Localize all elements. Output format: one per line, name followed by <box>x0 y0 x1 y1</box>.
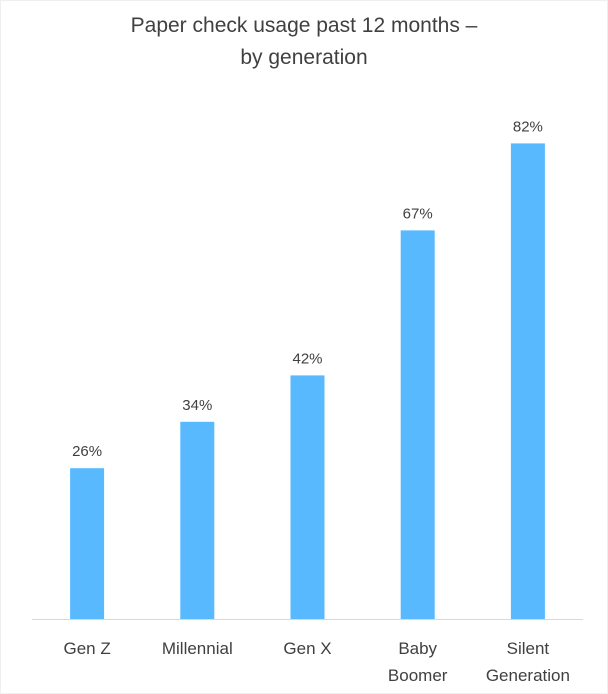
data-label: 34% <box>182 397 212 414</box>
x-tick-label: Gen X <box>283 639 331 658</box>
bar-millennial <box>180 421 215 619</box>
chart-title: Paper check usage past 12 months – <box>130 14 478 37</box>
bar-gen-x <box>290 375 325 619</box>
x-tick-label: Millennial <box>162 639 233 658</box>
x-tick-label: Silent Generation <box>486 639 570 685</box>
x-tick-label: Baby Boomer <box>388 639 448 685</box>
data-label: 42% <box>292 350 322 367</box>
bar-silent-generation <box>510 143 545 619</box>
chart-subtitle: by generation <box>240 46 368 69</box>
bar-baby-boomer <box>400 230 435 619</box>
data-label: 26% <box>72 443 102 460</box>
x-tick-label: Gen Z <box>63 639 110 658</box>
bar-gen-z <box>70 468 105 619</box>
data-label: 82% <box>513 118 543 135</box>
data-label: 67% <box>403 205 433 222</box>
